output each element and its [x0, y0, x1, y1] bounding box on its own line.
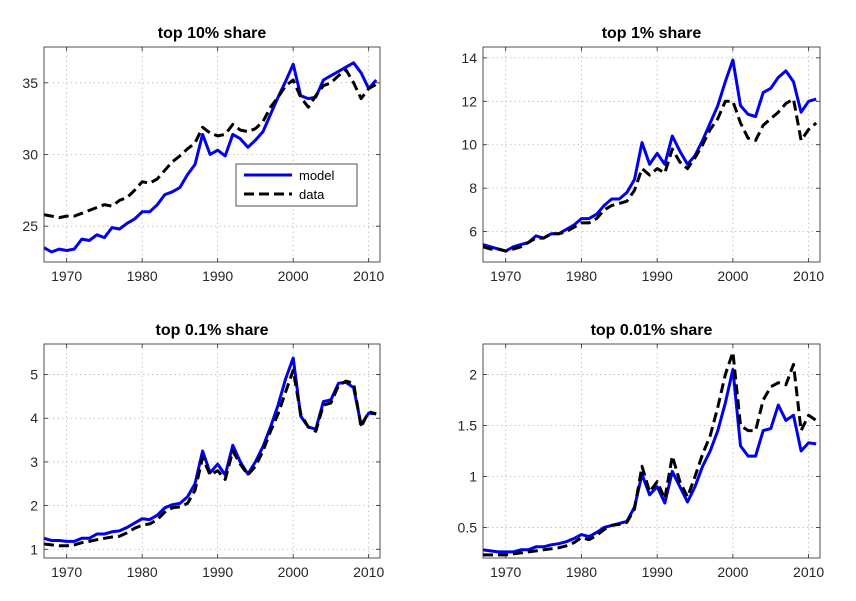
- x-tick-label: 2000: [278, 268, 309, 284]
- x-tick-label: 1980: [127, 268, 158, 284]
- series-line-data: [44, 368, 377, 548]
- x-tick-label: 2010: [353, 268, 384, 284]
- x-tick-label: 1970: [51, 268, 82, 284]
- legend: model data: [235, 163, 358, 207]
- x-tick-label: 1990: [202, 268, 233, 284]
- y-tick-label: 35: [22, 75, 38, 91]
- x-tick-label: 1990: [642, 564, 673, 580]
- y-tick-label: 10: [461, 137, 477, 153]
- x-tick-label: 1980: [566, 564, 597, 580]
- plot-area: [44, 344, 380, 558]
- axes-box: [482, 46, 821, 263]
- x-tick-label: 2000: [717, 268, 748, 284]
- series-line-data: [483, 350, 818, 557]
- x-tick-label: 2000: [278, 564, 309, 580]
- y-tick-label: 1: [30, 541, 38, 557]
- series-line-model: [44, 61, 378, 254]
- series-line-model: [483, 58, 817, 253]
- y-tick-label: 2: [469, 367, 477, 383]
- y-tick-label: 0.5: [458, 519, 478, 535]
- legend-label-model: model: [299, 168, 335, 183]
- y-tick-label: 5: [30, 367, 38, 383]
- x-tick-label: 2010: [793, 564, 824, 580]
- chart-panel-4: 1970 1980 1990 2000 2010 0.5 1 1.5 2 top 0.01% sh…: [458, 322, 825, 580]
- panel-title: top 0.1% share: [156, 322, 269, 339]
- y-tick-label: 1.5: [458, 418, 478, 434]
- plot-area: [483, 47, 820, 262]
- series-line-model: [483, 368, 817, 554]
- legend-box: [235, 163, 358, 207]
- panel-title: top 0.01% share: [591, 322, 713, 339]
- y-tick-label: 25: [22, 218, 38, 234]
- series-line-data: [483, 97, 818, 253]
- x-tick-label: 1980: [127, 564, 158, 580]
- x-tick-label: 1990: [642, 268, 673, 284]
- y-tick-label: 8: [469, 180, 477, 196]
- y-tick-label: 14: [461, 50, 477, 66]
- y-tick-label: 12: [461, 93, 477, 109]
- x-tick-label: 1970: [490, 268, 521, 284]
- x-tick-label: 2000: [717, 564, 748, 580]
- y-tick-label: 6: [469, 224, 477, 240]
- x-tick-label: 1970: [490, 564, 521, 580]
- panel-title: top 1% share: [602, 25, 702, 42]
- x-tick-label: 1980: [566, 268, 597, 284]
- axes-box: [43, 343, 381, 559]
- x-tick-label: 2010: [353, 564, 384, 580]
- y-tick-label: 3: [30, 454, 38, 470]
- x-tick-label: 2010: [793, 268, 824, 284]
- y-tick-label: 30: [22, 147, 38, 163]
- axes-box: [482, 343, 821, 559]
- y-tick-label: 2: [30, 498, 38, 514]
- plot-area: [483, 344, 820, 558]
- chart-panel-2: 1970 1980 1990 2000 2010 6 8 10 12 14 top 1% share: [461, 25, 824, 284]
- y-tick-label: 1: [469, 468, 477, 484]
- chart-panel-3: 1970 1980 1990 2000 2010 1 2 3 4 5 top 0.1% share: [30, 322, 384, 580]
- y-tick-label: 4: [30, 410, 38, 426]
- x-tick-label: 1970: [51, 564, 82, 580]
- chart-panel-1: 1970 1980 1990 2000 2010 25 30 35 top 10% share m…: [22, 25, 384, 284]
- legend-label-data: data: [299, 187, 325, 202]
- panel-title: top 10% share: [158, 25, 267, 42]
- x-tick-label: 1990: [202, 564, 233, 580]
